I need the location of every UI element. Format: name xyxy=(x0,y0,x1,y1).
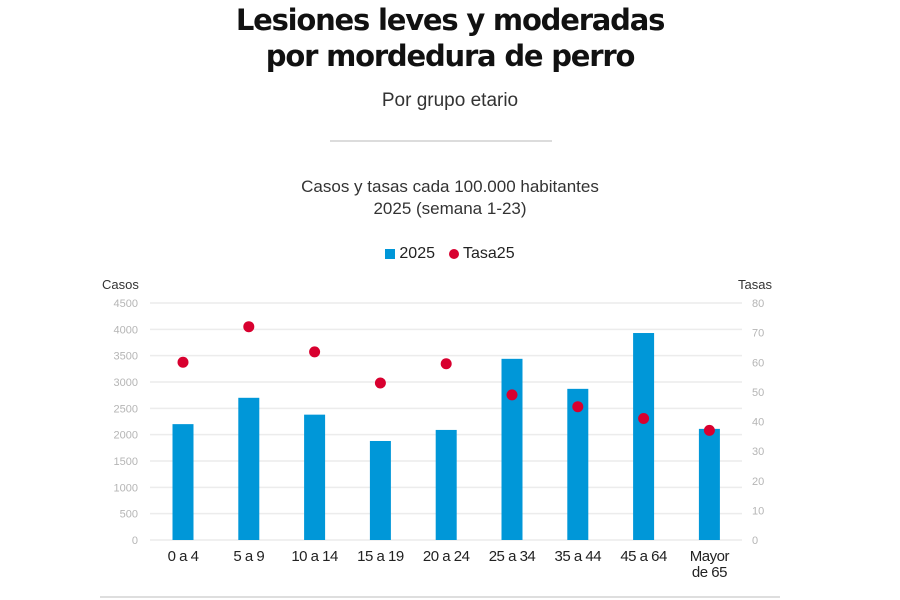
y-tick-right: 50 xyxy=(752,387,764,399)
y-tick-left: 4500 xyxy=(114,298,138,310)
x-tick-label: 25 a 34 xyxy=(489,548,536,565)
legend-item-tasa25: Tasa25 xyxy=(449,245,515,263)
legend-label-2025: 2025 xyxy=(399,245,435,262)
bar xyxy=(369,440,391,540)
y-tick-right: 30 xyxy=(752,446,764,458)
rate-dot xyxy=(177,356,189,368)
x-tick-label: 0 a 4 xyxy=(168,548,199,565)
bar xyxy=(238,397,260,540)
rate-dot xyxy=(309,346,321,358)
rate-dot xyxy=(440,358,452,370)
legend-label-tasa25: Tasa25 xyxy=(463,245,515,262)
y-tick-right: 40 xyxy=(752,417,764,429)
y-tick-right: 0 xyxy=(752,535,758,547)
chart-caption: Casos y tasas cada 100.000 habitantes 20… xyxy=(0,176,900,220)
chart-subtitle: Por grupo etario xyxy=(381,90,519,111)
title-line-1: Lesiones leves y moderadas xyxy=(235,3,666,37)
y-tick-left: 1000 xyxy=(114,482,138,494)
legend-item-2025: 2025 xyxy=(385,245,435,263)
rate-dot xyxy=(703,424,715,436)
legend-dot-swatch-icon xyxy=(449,249,459,259)
bar xyxy=(304,414,326,540)
y-tick-right: 20 xyxy=(752,476,764,488)
title-line-2: por mordedura de perro xyxy=(265,39,636,73)
rate-dot xyxy=(243,321,255,333)
bar xyxy=(501,358,523,540)
y-tick-left: 1500 xyxy=(114,456,138,468)
rate-dot xyxy=(374,377,386,389)
x-tick-label: 20 a 24 xyxy=(423,548,470,565)
y-tick-left: 3500 xyxy=(114,351,138,363)
y-tick-left: 3000 xyxy=(114,377,138,389)
y-axis-label-right: Tasas xyxy=(738,277,772,292)
x-tick-label: 15 a 19 xyxy=(357,548,404,565)
x-tick-label: 45 a 64 xyxy=(620,548,667,565)
y-tick-left: 0 xyxy=(132,535,138,547)
chart-caption-line-2: 2025 (semana 1-23) xyxy=(373,199,527,218)
bar xyxy=(567,388,589,540)
divider xyxy=(330,140,552,142)
x-tick-label: 35 a 44 xyxy=(555,548,602,565)
bar xyxy=(172,424,194,540)
bar xyxy=(633,333,655,540)
bar xyxy=(435,429,457,540)
rate-dot xyxy=(638,413,650,425)
y-axis-label-left: Casos xyxy=(102,277,139,292)
bottom-divider xyxy=(100,596,780,598)
rate-dot xyxy=(572,401,584,413)
chart-caption-line-1: Casos y tasas cada 100.000 habitantes xyxy=(301,177,599,196)
x-tick-label: 10 a 14 xyxy=(291,548,338,565)
legend: 2025 Tasa25 xyxy=(0,245,900,263)
y-tick-right: 10 xyxy=(752,505,764,517)
x-tick-label: Mayor xyxy=(690,548,730,565)
y-tick-left: 500 xyxy=(120,509,138,521)
x-tick-label: de 65 xyxy=(692,564,727,581)
y-tick-left: 2500 xyxy=(114,403,138,415)
bar xyxy=(698,428,720,540)
y-tick-right: 60 xyxy=(752,357,764,369)
chart-title-main: Lesiones leves y moderadas por mordedura… xyxy=(0,2,900,74)
y-tick-right: 70 xyxy=(752,328,764,340)
y-tick-left: 2000 xyxy=(114,430,138,442)
y-tick-left: 4000 xyxy=(114,324,138,336)
rate-dot xyxy=(506,389,518,401)
x-tick-label: 5 a 9 xyxy=(233,548,264,565)
y-tick-right: 80 xyxy=(752,298,764,310)
legend-bar-swatch-icon xyxy=(385,249,396,259)
